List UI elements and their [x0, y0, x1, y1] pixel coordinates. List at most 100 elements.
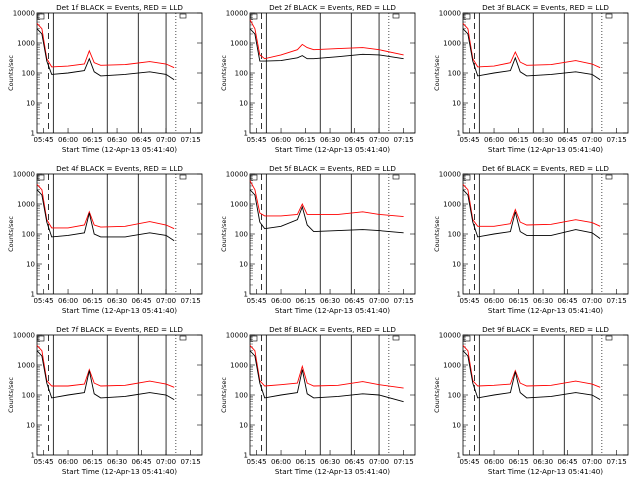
- chart-title: Det 6f BLACK = Events, RED = LLD: [482, 164, 609, 173]
- x-tick-label: 06:30: [320, 458, 340, 466]
- plot-frame: [36, 12, 203, 134]
- x-tick-label: 06:00: [484, 136, 504, 144]
- x-tick-label: 06:45: [344, 136, 364, 144]
- x-axis-label: Start Time (12-Apr-13 05:41:40): [275, 306, 390, 315]
- x-tick-label: 06:15: [295, 136, 315, 144]
- y-tick-label: 10000: [226, 171, 248, 179]
- chart-panel-9: Det 9f BLACK = Events, RED = LLD 1 10 100 10…: [433, 325, 629, 476]
- y-tick-label: 1000: [17, 201, 35, 209]
- y-tick-label: 10: [26, 100, 35, 108]
- x-tick-label: 07:15: [180, 458, 200, 466]
- x-tick-label: 06:15: [295, 458, 315, 466]
- x-tick-label: 06:30: [320, 136, 340, 144]
- x-axis-label: Start Time (12-Apr-13 05:41:40): [62, 467, 177, 476]
- plot-frame: [36, 334, 203, 456]
- series-events-line: [36, 350, 175, 400]
- y-tick-label: 100: [235, 231, 248, 239]
- x-tick-label: 07:15: [180, 297, 200, 305]
- marker-box: [179, 174, 187, 180]
- y-tick-label: 1000: [230, 40, 248, 48]
- y-axis-label: Counts/sec: [7, 216, 15, 252]
- chart-title: Det 8f BLACK = Events, RED = LLD: [269, 325, 396, 334]
- y-tick-label: 1000: [443, 201, 461, 209]
- x-tick-label: 06:00: [484, 458, 504, 466]
- plot-frame: [249, 173, 416, 295]
- series-events-line: [462, 28, 601, 81]
- x-tick-label: 07:00: [369, 458, 389, 466]
- series-events-line: [36, 189, 175, 242]
- y-axis-label: Counts/sec: [7, 55, 15, 91]
- x-tick-label: 06:45: [131, 458, 151, 466]
- y-tick-label: 1: [31, 130, 35, 138]
- y-tick-label: 100: [22, 231, 35, 239]
- chart-title: Det 4f BLACK = Events, RED = LLD: [56, 164, 183, 173]
- marker-box: [37, 13, 45, 20]
- series-lld-line: [462, 184, 601, 227]
- plot-frame: [249, 12, 416, 134]
- x-tick-label: 07:00: [156, 136, 176, 144]
- x-tick-label: 07:00: [582, 136, 602, 144]
- x-tick-label: 06:00: [484, 297, 504, 305]
- x-tick-label: 05:45: [459, 297, 479, 305]
- marker-box: [463, 174, 471, 181]
- chart-panel-5: Det 5f BLACK = Events, RED = LLD 1 10 100 10…: [220, 164, 416, 315]
- y-tick-label: 10: [452, 261, 461, 269]
- series-events-line: [249, 28, 404, 62]
- y-tick-label: 1000: [17, 40, 35, 48]
- x-tick-label: 06:30: [533, 458, 553, 466]
- series-events-line: [36, 28, 175, 81]
- x-tick-label: 07:00: [369, 136, 389, 144]
- series-lld-line: [36, 23, 175, 69]
- y-tick-label: 1000: [443, 362, 461, 370]
- x-tick-label: 06:30: [533, 297, 553, 305]
- x-tick-label: 06:45: [557, 458, 577, 466]
- x-tick-label: 07:00: [156, 458, 176, 466]
- marker-box: [392, 174, 400, 180]
- y-axis-label: Counts/sec: [220, 377, 228, 413]
- marker-box: [250, 174, 258, 181]
- series-lld-line: [36, 345, 175, 388]
- x-tick-label: 06:00: [271, 458, 291, 466]
- x-tick-label: 07:00: [582, 458, 602, 466]
- series-events-line: [462, 189, 601, 239]
- y-tick-label: 1: [457, 452, 461, 460]
- y-tick-label: 1000: [443, 40, 461, 48]
- y-tick-label: 100: [448, 392, 461, 400]
- x-tick-label: 06:45: [344, 297, 364, 305]
- chart-panel-4: Det 4f BLACK = Events, RED = LLD 1 10 100 10…: [7, 164, 203, 315]
- marker-box: [463, 335, 471, 342]
- y-axis-label: Counts/sec: [433, 216, 441, 252]
- x-tick-label: 06:00: [271, 136, 291, 144]
- y-axis-label: Counts/sec: [220, 55, 228, 91]
- series-events-line: [249, 350, 404, 403]
- marker-box: [250, 335, 258, 342]
- y-tick-label: 100: [448, 70, 461, 78]
- marker-box: [179, 335, 187, 341]
- chart-title: Det 2f BLACK = Events, RED = LLD: [269, 3, 396, 12]
- plot-frame: [462, 12, 629, 134]
- series-lld-line: [249, 19, 404, 60]
- chart-title: Det 1f BLACK = Events, RED = LLD: [56, 3, 183, 12]
- series-lld-line: [249, 180, 404, 218]
- y-axis-label: Counts/sec: [220, 216, 228, 252]
- x-axis-label: Start Time (12-Apr-13 05:41:40): [275, 145, 390, 154]
- x-tick-label: 07:15: [606, 136, 626, 144]
- y-tick-label: 100: [235, 392, 248, 400]
- y-tick-label: 10: [239, 261, 248, 269]
- marker-box: [179, 13, 187, 19]
- marker-box: [392, 13, 400, 19]
- x-tick-label: 06:30: [320, 297, 340, 305]
- series-lld-line: [462, 23, 601, 69]
- x-tick-label: 06:45: [557, 136, 577, 144]
- x-tick-label: 06:15: [508, 458, 528, 466]
- y-tick-label: 100: [448, 231, 461, 239]
- series-lld-line: [36, 184, 175, 230]
- x-tick-label: 06:15: [82, 458, 102, 466]
- x-tick-label: 05:45: [33, 458, 53, 466]
- x-axis-label: Start Time (12-Apr-13 05:41:40): [62, 145, 177, 154]
- y-axis-label: Counts/sec: [7, 377, 15, 413]
- x-tick-label: 05:45: [246, 458, 266, 466]
- marker-box: [37, 174, 45, 181]
- y-tick-label: 10000: [226, 10, 248, 18]
- chart-title: Det 5f BLACK = Events, RED = LLD: [269, 164, 396, 173]
